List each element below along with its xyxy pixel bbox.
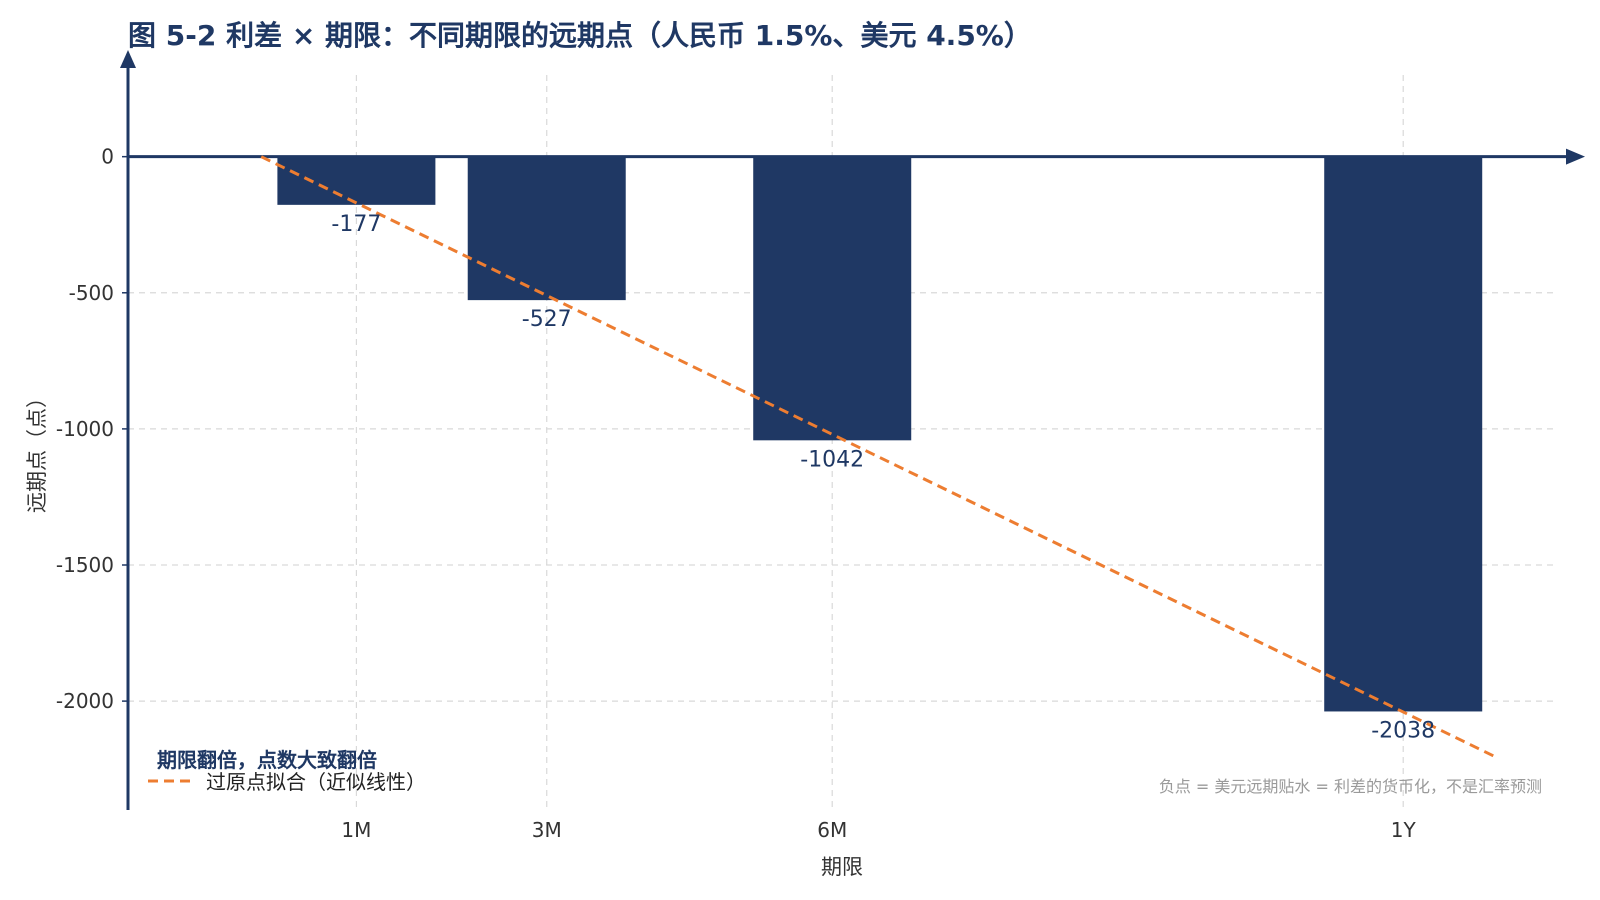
data-label: -177: [331, 212, 381, 237]
chart-title: 图 5-2 利差 × 期限：不同期限的远期点（人民币 1.5%、美元 4.5%）: [128, 19, 1032, 52]
y-tick-label: -1000: [56, 417, 114, 441]
data-label: -527: [522, 307, 572, 332]
y-tick-label: -1500: [56, 553, 114, 577]
data-labels-group: -177 -527 -1042 -2038: [331, 212, 1435, 744]
annotation-text: 期限翻倍，点数大致翻倍: [157, 748, 377, 772]
footnote: 负点 = 美元远期贴水 = 利差的货币化，不是汇率预测: [1159, 777, 1542, 796]
axes-group: [120, 50, 1585, 810]
x-tick-label: 1Y: [1391, 818, 1417, 842]
bar-3M: [467, 156, 626, 301]
y-axis-label: 远期点（点）: [25, 387, 49, 513]
x-tick-label: 6M: [817, 818, 847, 842]
bar-1M: [277, 156, 436, 205]
bars-group: [277, 156, 1483, 712]
y-tick-label: -2000: [56, 689, 114, 713]
ticks-group: 0 -500 -1000 -1500 -2000 1M 3M 6M 1Y: [56, 145, 1417, 842]
x-axis-label: 期限: [821, 855, 863, 879]
legend: 过原点拟合（近似线性）: [148, 770, 426, 794]
x-axis-arrow-icon: [1566, 148, 1585, 165]
y-axis-arrow-icon: [120, 50, 136, 68]
data-label: -2038: [1371, 718, 1435, 743]
bar-6M: [753, 156, 912, 441]
data-label: -1042: [800, 447, 864, 472]
fit-line-group: [260, 155, 1500, 760]
x-tick-label: 3M: [532, 818, 562, 842]
y-tick-label: 0: [101, 145, 114, 169]
y-tick-label: -500: [69, 281, 114, 305]
fit-line: [260, 155, 1500, 760]
legend-fit-line-label: 过原点拟合（近似线性）: [206, 770, 426, 794]
x-tick-label: 1M: [341, 818, 371, 842]
bar-1Y: [1324, 156, 1483, 712]
